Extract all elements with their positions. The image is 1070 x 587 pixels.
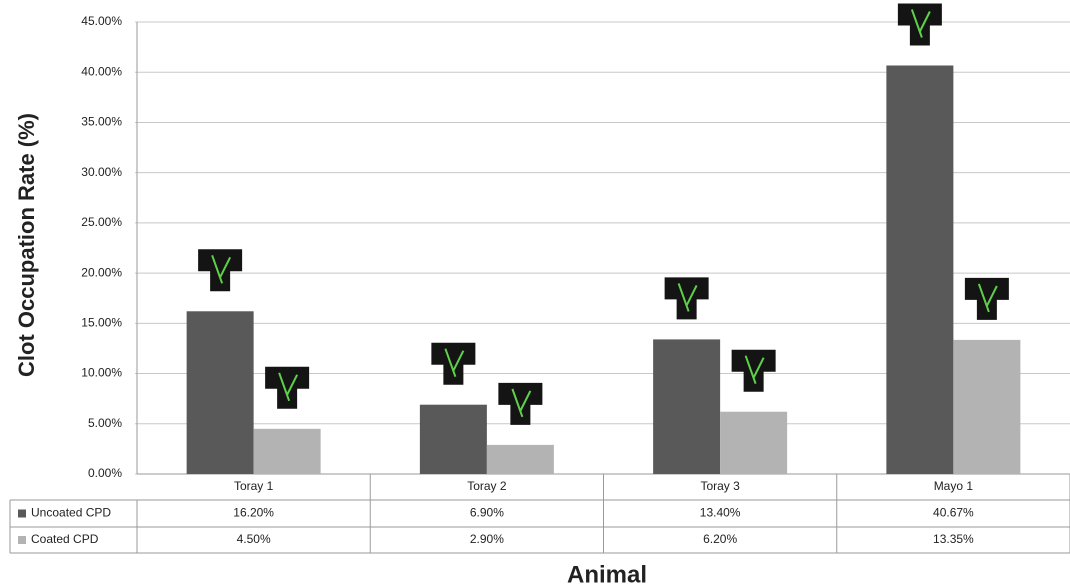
table-value: 16.20% <box>233 506 274 520</box>
clot-image <box>897 3 942 46</box>
bar <box>653 339 721 474</box>
x-axis-title: Animal <box>567 561 647 587</box>
x-tick-label: Toray 3 <box>700 479 740 493</box>
y-axis-title: Clot Occupation Rate (%) <box>14 113 39 377</box>
y-tick-label: 25.00% <box>81 215 122 229</box>
clot-image <box>964 277 1009 320</box>
table-value: 6.90% <box>470 506 504 520</box>
clot-image <box>664 277 709 320</box>
table-value: 13.40% <box>700 506 741 520</box>
bar <box>720 411 788 474</box>
table-value: 40.67% <box>933 506 974 520</box>
y-tick-label: 35.00% <box>81 115 122 129</box>
bar <box>186 311 254 474</box>
bar <box>419 404 487 474</box>
bar <box>886 65 954 475</box>
table-value: 6.20% <box>703 532 737 546</box>
clot-image <box>198 249 243 292</box>
y-tick-label: 45.00% <box>81 14 122 28</box>
legend-swatch <box>18 536 26 544</box>
y-tick-label: 40.00% <box>81 64 122 78</box>
x-tick-label: Toray 1 <box>234 479 274 493</box>
table-value: 13.35% <box>933 532 974 546</box>
table-value: 4.50% <box>237 532 271 546</box>
bar <box>253 428 321 474</box>
y-tick-label: 30.00% <box>81 165 122 179</box>
bar <box>486 444 554 474</box>
bar <box>953 339 1021 474</box>
table-value: 2.90% <box>470 532 504 546</box>
y-tick-label: 20.00% <box>81 265 122 279</box>
clot-image <box>265 366 310 409</box>
legend-label: Coated CPD <box>31 532 99 546</box>
clot-image <box>731 349 776 392</box>
y-tick-label: 0.00% <box>88 466 122 480</box>
legend-swatch <box>18 509 26 518</box>
clot-image <box>431 342 476 385</box>
x-tick-label: Toray 2 <box>467 479 507 493</box>
y-tick-label: 5.00% <box>88 416 122 430</box>
y-tick-label: 15.00% <box>81 316 122 330</box>
x-tick-label: Mayo 1 <box>934 479 974 493</box>
clot-image <box>498 382 543 425</box>
y-tick-label: 10.00% <box>81 366 122 380</box>
legend-label: Uncoated CPD <box>31 506 111 520</box>
